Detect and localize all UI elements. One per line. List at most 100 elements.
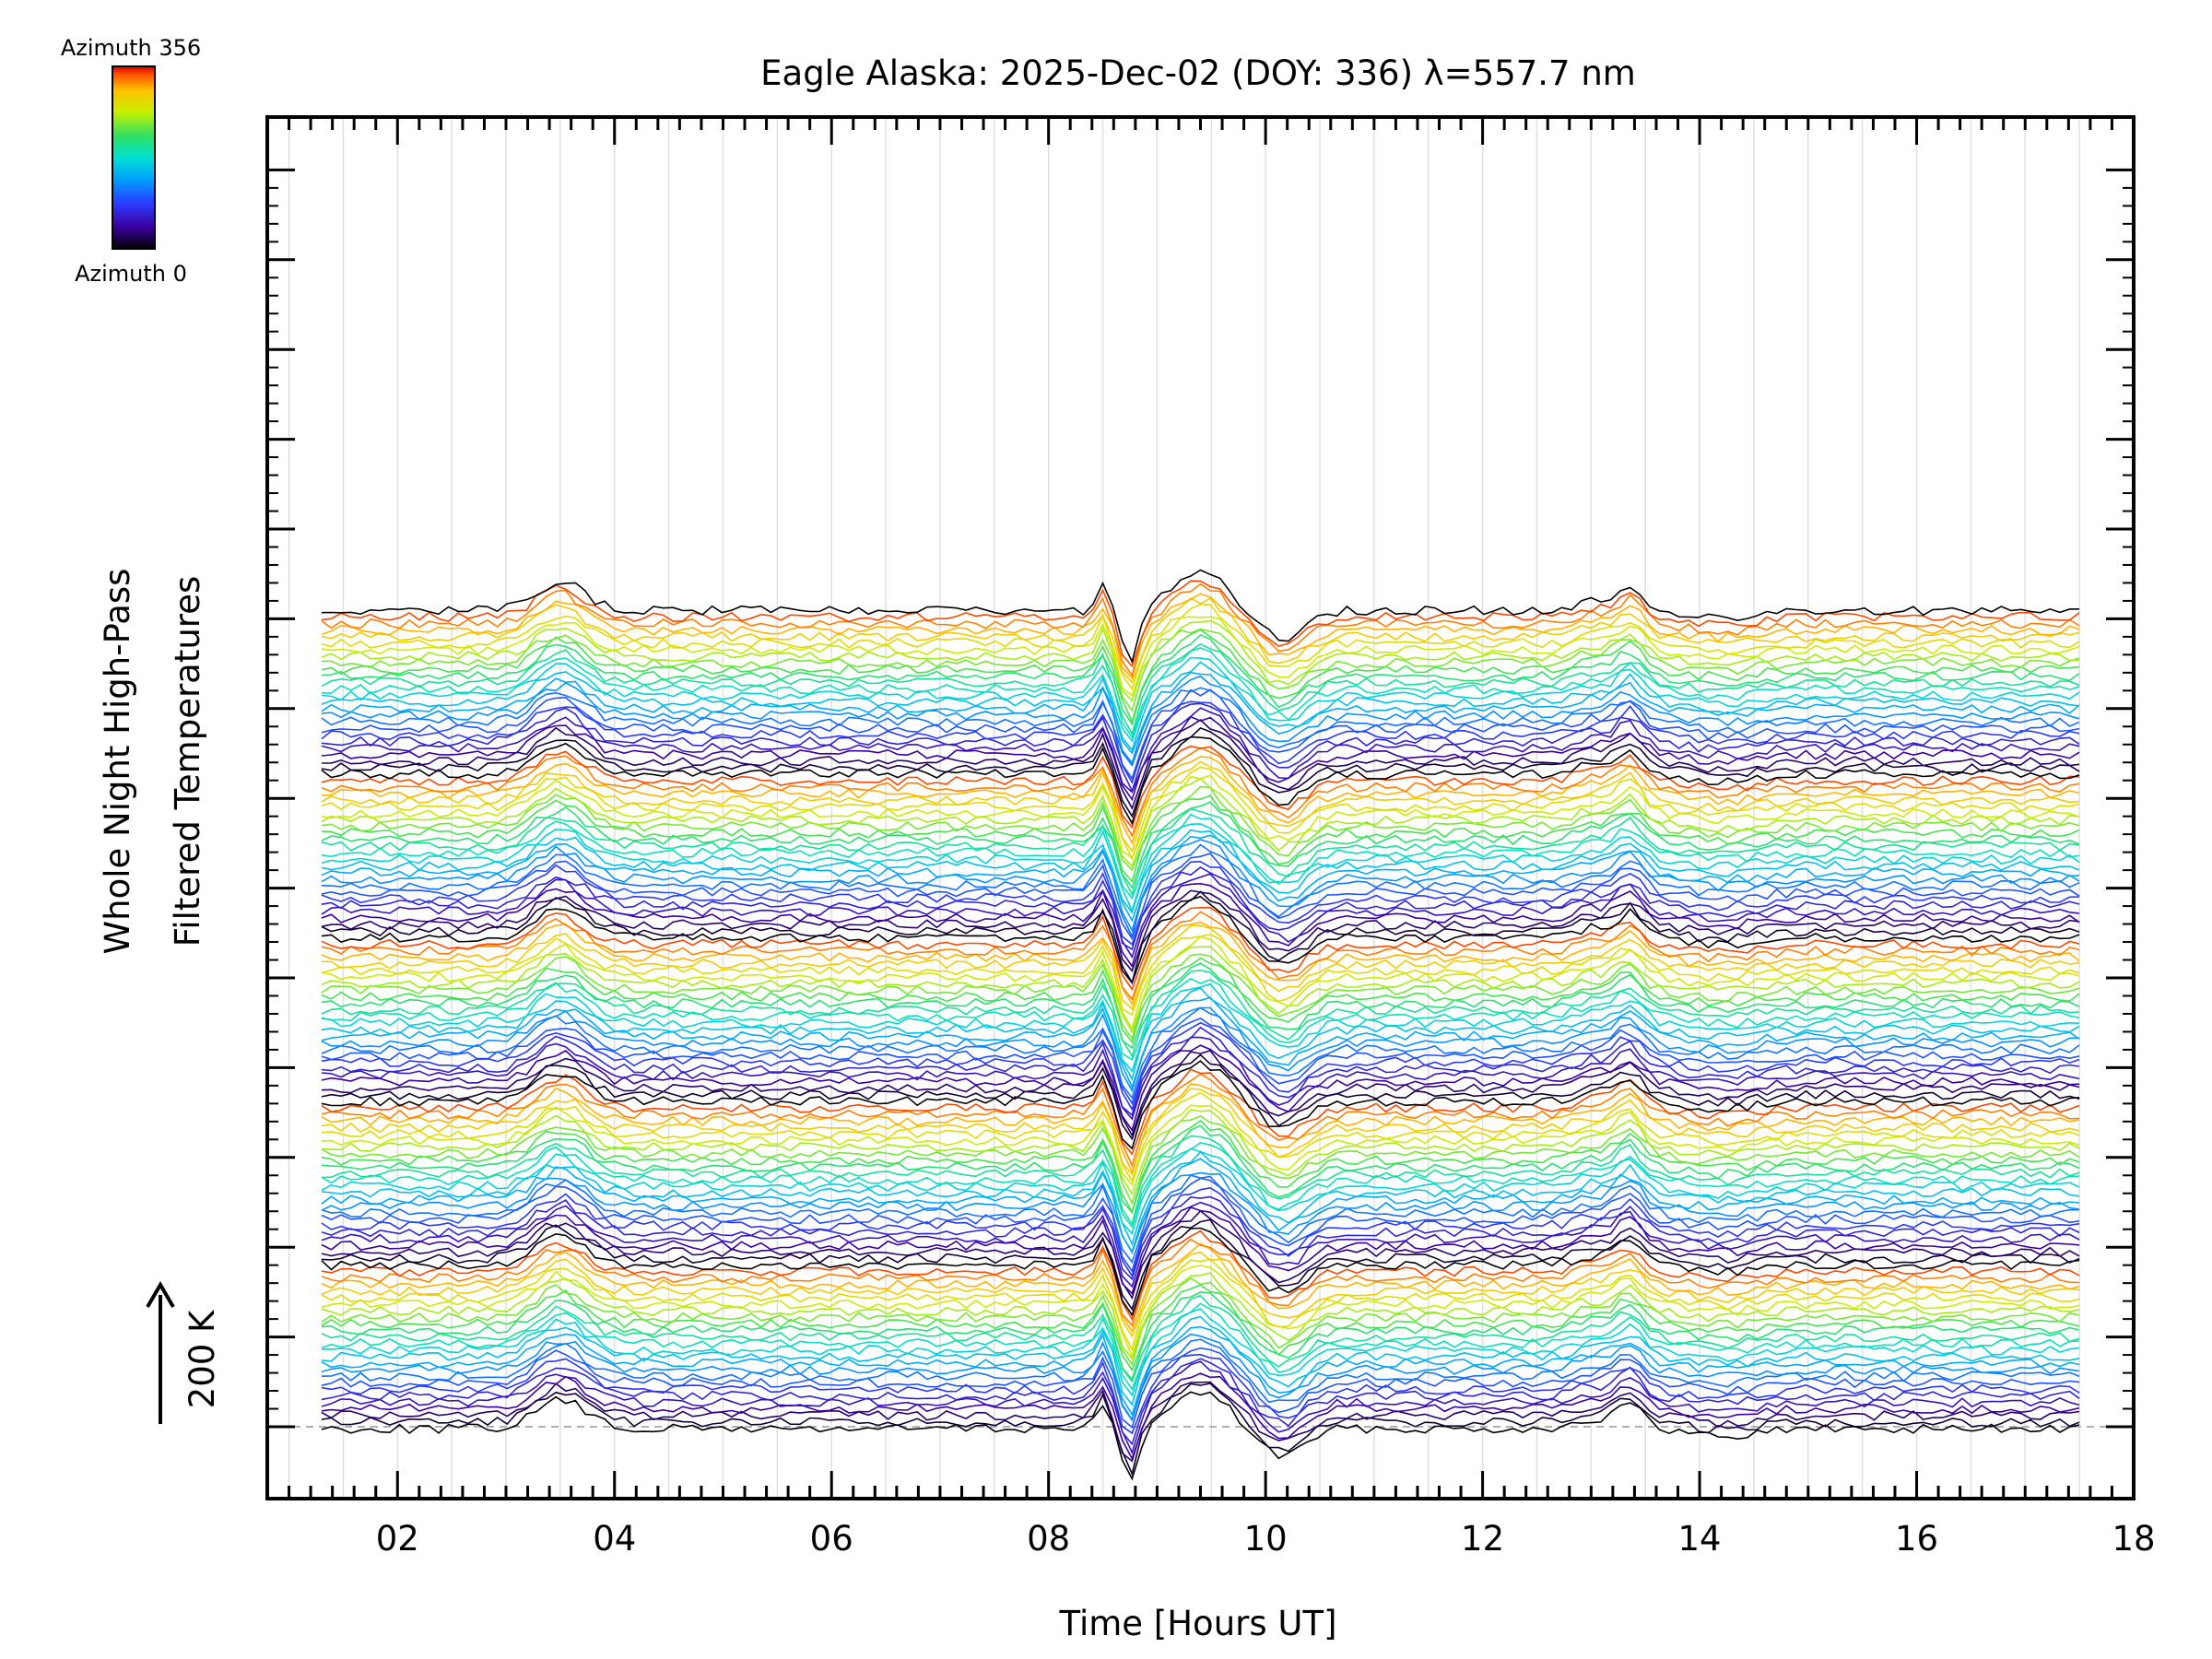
series-line — [321, 687, 2080, 768]
series-line — [321, 813, 2080, 900]
series-line — [321, 1142, 2080, 1229]
colorbar: Azimuth 356 Azimuth 0 — [61, 35, 201, 287]
series-line — [321, 1294, 2080, 1383]
x-tick-label: 12 — [1461, 1519, 1504, 1559]
series-line — [321, 1325, 2080, 1417]
series-line — [321, 1347, 2080, 1430]
series-line — [321, 895, 2080, 984]
colorbar-top-label: Azimuth 356 — [61, 35, 201, 61]
scale-bar-arrow-head — [146, 1281, 175, 1309]
series-line — [321, 760, 2080, 853]
x-tick-label: 02 — [376, 1519, 419, 1559]
colorbar-bottom-label: Azimuth 0 — [75, 261, 187, 287]
series-line — [321, 1242, 2080, 1334]
series-line — [321, 794, 2080, 884]
series-line — [321, 1358, 2080, 1446]
series-line — [321, 569, 2080, 665]
x-tick-label: 18 — [2112, 1519, 2155, 1559]
series-line — [321, 671, 2080, 755]
series-line — [321, 756, 2080, 845]
series-line — [321, 1053, 2080, 1141]
series-line — [321, 1060, 2080, 1150]
series-line — [321, 801, 2080, 889]
series-line — [321, 1158, 2080, 1254]
series-line — [321, 580, 2080, 668]
series-line — [321, 596, 2080, 684]
series-line — [321, 785, 2080, 872]
series-line — [321, 1119, 2080, 1214]
series-line — [321, 1251, 2080, 1338]
series-line — [321, 1302, 2080, 1391]
series-line — [321, 1227, 2080, 1317]
y-axis-label-line1: Whole Night High-Pass — [98, 569, 137, 955]
series-line — [321, 604, 2080, 691]
y-axis-label-line2: Filtered Temperatures — [168, 576, 207, 947]
series-line — [321, 661, 2080, 752]
series-line — [321, 1258, 2080, 1352]
series-line — [321, 616, 2080, 697]
x-tick-label: 08 — [1027, 1519, 1070, 1559]
series-line — [321, 628, 2080, 712]
series-line — [321, 593, 2080, 680]
series-line — [321, 807, 2080, 897]
series-line — [321, 745, 2080, 830]
series-line — [321, 688, 2080, 781]
series-line — [321, 707, 2080, 794]
plot-frame — [265, 115, 2136, 1500]
series-line — [321, 839, 2080, 933]
series-line — [321, 718, 2080, 810]
series-line — [321, 1382, 2080, 1477]
series-line — [321, 1272, 2080, 1360]
series-line — [321, 774, 2080, 860]
chart-title: Eagle Alaska: 2025-Dec-02 (DOY: 336) λ=5… — [760, 53, 1636, 93]
series-line — [321, 982, 2080, 1073]
scale-bar-label: 200 K — [182, 1309, 222, 1408]
series-line — [321, 1036, 2080, 1121]
series-line — [321, 1017, 2080, 1105]
series-line — [321, 969, 2080, 1058]
series-line — [321, 1044, 2080, 1133]
series-line — [321, 921, 2080, 1006]
series-line — [321, 953, 2080, 1041]
series-line — [321, 642, 2080, 736]
series-line — [321, 1381, 2080, 1463]
series-line — [321, 726, 2080, 818]
series-line — [321, 946, 2080, 1034]
series-line — [321, 823, 2080, 913]
series-line — [321, 911, 2080, 1001]
series-line — [321, 1026, 2080, 1117]
series-line — [321, 962, 2080, 1050]
x-tick-label: 16 — [1895, 1519, 1938, 1559]
series-line — [321, 829, 2080, 914]
series-line — [321, 1114, 2080, 1206]
series-line — [321, 633, 2080, 726]
x-tick-label: 04 — [593, 1519, 636, 1559]
series-line — [321, 1360, 2080, 1455]
series-line — [321, 1124, 2080, 1215]
series-line — [321, 1195, 2080, 1281]
x-tick-label: 14 — [1678, 1519, 1722, 1559]
series-line — [321, 1315, 2080, 1406]
series-line — [321, 1391, 2080, 1481]
series-line — [321, 1021, 2080, 1112]
series-line — [321, 675, 2080, 765]
series-line — [321, 906, 2080, 992]
series-line — [321, 889, 2080, 972]
series-line — [321, 582, 2080, 677]
series-line — [321, 977, 2080, 1061]
series-line — [321, 1333, 2080, 1422]
series-line — [321, 1372, 2080, 1461]
series-line — [321, 1201, 2080, 1288]
series-line — [321, 1308, 2080, 1397]
series-line — [321, 766, 2080, 862]
series-line — [321, 834, 2080, 923]
series-line — [321, 1049, 2080, 1137]
scale-bar: 200 K — [146, 1281, 222, 1424]
colorbar-gradient — [112, 65, 156, 250]
series-line — [321, 1186, 2080, 1278]
x-tick-labels: 02 04 06 08 10 12 14 16 18 — [376, 1519, 2156, 1559]
series-lines — [321, 569, 2080, 1481]
series-line — [321, 1206, 2080, 1296]
